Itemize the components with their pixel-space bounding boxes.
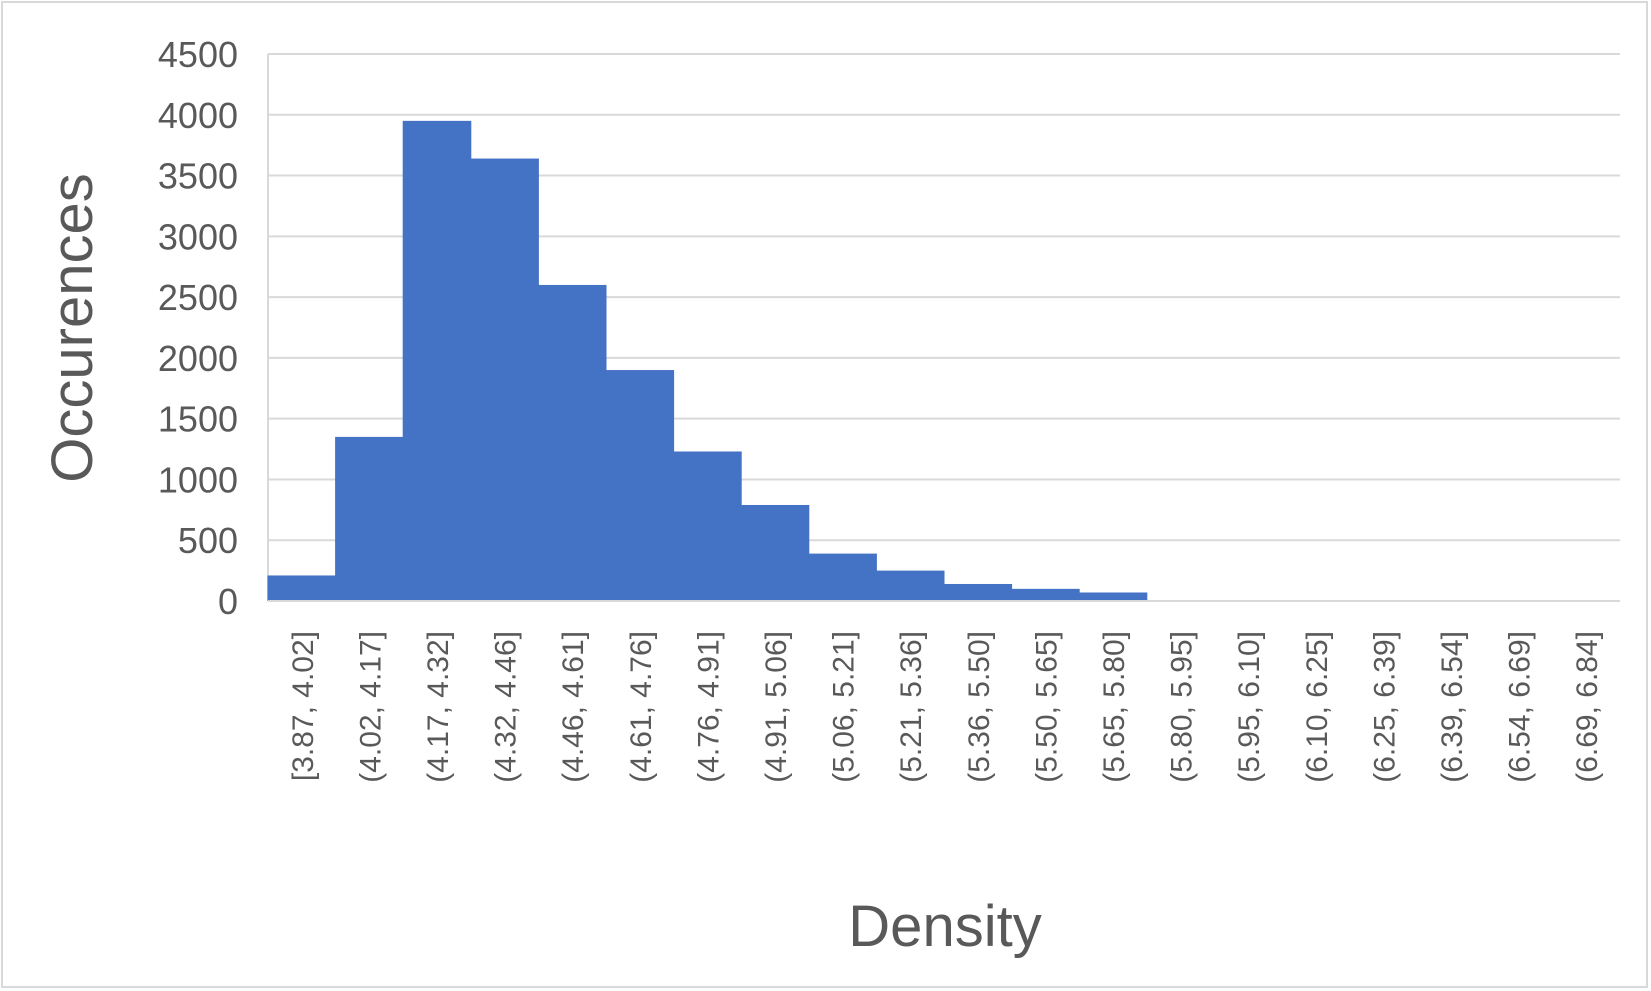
bars xyxy=(267,120,1620,602)
y-tick-label: 4000 xyxy=(158,95,238,136)
x-tick-label: (4.02, 4.17] xyxy=(354,631,387,783)
bar xyxy=(1078,592,1148,601)
y-tick-label: 2500 xyxy=(158,277,238,318)
bar xyxy=(808,553,877,601)
bar xyxy=(605,370,675,601)
y-axis-title: Occurences xyxy=(40,173,105,482)
bar xyxy=(875,570,945,601)
bar xyxy=(673,451,742,601)
y-tick-label: 4500 xyxy=(158,34,238,75)
x-tick-label: (5.65, 5.80] xyxy=(1098,631,1131,783)
x-tick-label: (5.21, 5.36] xyxy=(895,631,928,783)
y-tick-label: 0 xyxy=(218,581,238,622)
bar xyxy=(335,436,404,601)
x-tick-label: (5.06, 5.21] xyxy=(828,631,861,783)
y-tick-label: 500 xyxy=(178,520,238,561)
bar xyxy=(1011,588,1080,601)
x-tick-label: [3.87, 4.02] xyxy=(287,631,320,781)
x-tick-label: (6.69, 6.84] xyxy=(1571,631,1604,783)
bar xyxy=(943,583,1013,601)
x-tick-label: (4.32, 4.46] xyxy=(490,631,523,783)
x-tick-label: (5.95, 6.10] xyxy=(1233,631,1266,783)
y-tick-label: 3000 xyxy=(158,216,238,257)
x-axis-title: Density xyxy=(848,894,1041,959)
x-tick-label: (4.91, 5.06] xyxy=(760,631,793,783)
y-tick-label: 1500 xyxy=(158,399,238,440)
x-tick-label: (5.50, 5.65] xyxy=(1030,631,1063,783)
bar xyxy=(537,284,607,601)
bar xyxy=(402,120,472,601)
y-tick-label: 1000 xyxy=(158,459,238,500)
y-tick-label: 2000 xyxy=(158,338,238,379)
x-tick-label: (6.25, 6.39] xyxy=(1368,631,1401,783)
bar xyxy=(740,504,810,601)
x-tick-label: (6.10, 6.25] xyxy=(1301,631,1334,783)
x-tick-label: (5.80, 5.95] xyxy=(1166,631,1199,783)
x-tick-label: (4.46, 4.61] xyxy=(557,631,590,783)
x-tick-label: (6.54, 6.69] xyxy=(1504,631,1537,783)
x-tick-label: (4.17, 4.32] xyxy=(422,631,455,783)
x-axis-ticks: [3.87, 4.02] (4.02, 4.17] (4.17, 4.32] (4.3… xyxy=(287,631,1604,783)
bar xyxy=(470,158,539,601)
x-tick-label: (5.36, 5.50] xyxy=(963,631,996,783)
x-tick-label: (6.39, 6.54] xyxy=(1436,631,1469,783)
y-tick-label: 3500 xyxy=(158,156,238,197)
x-tick-label: (4.61, 4.76] xyxy=(625,631,658,783)
bar xyxy=(267,575,337,601)
x-tick-label: (4.76, 4.91] xyxy=(692,631,725,783)
y-axis-ticks: 0 500 1000 1500 2000 2500 3000 3500 4000 4500 xyxy=(158,34,238,622)
